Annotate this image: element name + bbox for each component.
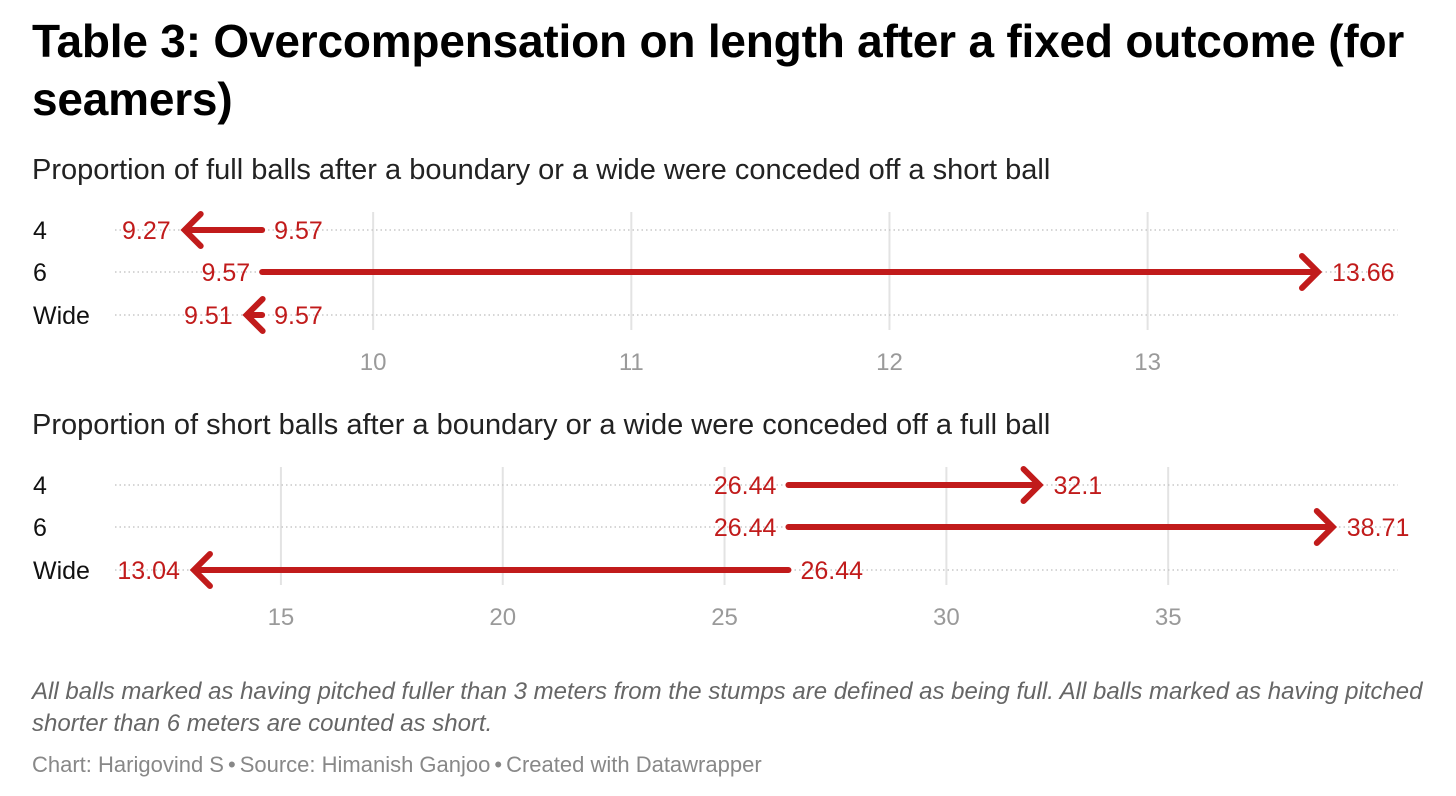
arrow-end-label: 13.66 [1332,259,1395,287]
x-tick-label: 35 [1155,604,1182,631]
x-tick-label: 12 [876,349,903,376]
credit-chart: Chart: Harigovind S [32,752,224,777]
arrow-start-label: 9.57 [274,217,323,245]
chart-notes: All balls marked as having pitched fulle… [32,678,1423,737]
arrow-end-label: 13.04 [117,557,180,585]
arrow-end-label: 32.1 [1054,472,1103,500]
arrow-end-label: 9.51 [184,302,233,330]
arrow-head [189,551,213,589]
row-label: Wide [33,302,90,330]
credit-separator: • [494,752,503,777]
x-tick-label: 10 [360,349,387,376]
arrow-head [1298,253,1323,291]
chart-2: 15 20 25 30 35 4 26.44 32.1 6 26.44 38.71 Wide 26.44… [33,466,1410,631]
arrow-head [242,296,266,334]
credit-line: Chart: Harigovind S • Source: Himanish Gan… [32,752,762,778]
arrow-head [180,211,204,249]
credit-source: Source: Himanish Ganjoo [239,752,491,777]
x-tick-label: 20 [489,604,516,631]
credit-separator: • [227,752,236,777]
arrow-start-label: 9.57 [274,302,323,330]
x-tick-label: 15 [268,604,295,631]
row-label: Wide [33,557,90,585]
chart-title: Table 3: Overcompensation on length afte… [32,15,1405,125]
arrow-start-label: 26.44 [714,472,777,500]
row-label: 4 [33,217,47,245]
x-tick-label: 25 [711,604,738,631]
row-label: 4 [33,472,47,500]
arrow-end-label: 38.71 [1347,514,1410,542]
row-label: 6 [33,259,47,287]
arrow-start-label: 26.44 [714,514,777,542]
arrow-start-label: 26.44 [800,557,863,585]
x-tick-label: 30 [933,604,960,631]
arrow-start-label: 9.57 [201,259,250,287]
arrow-end-label: 9.27 [122,217,171,245]
chart-1-subtitle: Proportion of full balls after a boundar… [32,154,1051,186]
arrow-head [1313,508,1338,546]
credit-tool: Created with Datawrapper [506,752,762,777]
chart-2-subtitle: Proportion of short balls after a bounda… [32,409,1051,441]
x-tick-label: 13 [1134,349,1161,376]
chart-1: 10 11 12 13 4 9.57 9.27 6 9.57 13.66 Wide 9.57 9.51 [33,211,1398,376]
row-label: 6 [33,514,47,542]
x-tick-label: 11 [619,349,644,376]
arrow-head [1020,466,1044,504]
